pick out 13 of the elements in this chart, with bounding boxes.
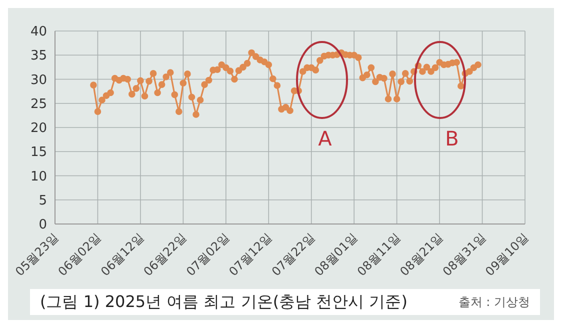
y-tick-label: 10: [30, 169, 47, 184]
y-tick-label: 30: [30, 72, 47, 88]
annotation: A: [318, 126, 332, 150]
y-tick-label: 5: [38, 193, 47, 208]
y-tick-label: 40: [30, 24, 47, 40]
y-tick-label: 25: [30, 96, 47, 112]
source-note: 출처 : 기상청: [458, 294, 530, 310]
y-tick-label: 20: [30, 121, 47, 136]
y-tick-label: 35: [30, 48, 47, 64]
annotation: B: [445, 126, 459, 150]
text: (그림 1) 2025년 여름 최고 기온(충남 천안시 기준): [40, 292, 408, 312]
y-tick-label: 0: [38, 218, 47, 233]
y-tick-label: 15: [30, 145, 47, 160]
